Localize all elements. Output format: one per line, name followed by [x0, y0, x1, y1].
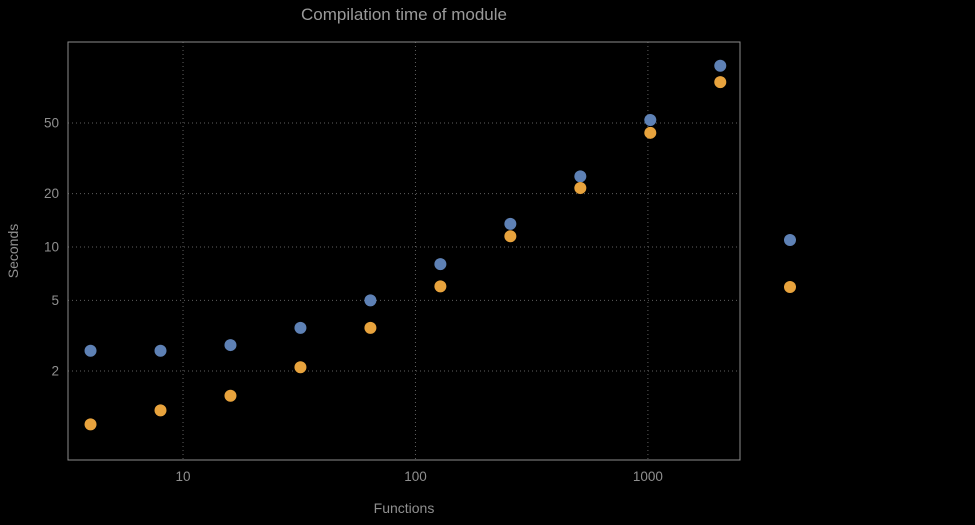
- y-tick-label: 2: [51, 363, 59, 378]
- chart-title: Compilation time of module: [301, 5, 507, 24]
- y-tick-label: 20: [44, 186, 59, 201]
- data-point: [84, 344, 97, 357]
- data-point: [154, 404, 167, 417]
- data-point: [364, 294, 377, 307]
- data-point: [504, 230, 517, 243]
- data-point: [574, 170, 587, 183]
- data-point: [84, 418, 97, 431]
- data-point: [574, 181, 587, 194]
- data-point: [434, 258, 447, 271]
- plot-frame: [67, 41, 741, 461]
- data-point: [294, 321, 307, 334]
- data-point: [434, 280, 447, 293]
- data-point: [714, 59, 727, 72]
- x-tick-label: 10: [176, 469, 191, 484]
- data-point: [644, 126, 657, 139]
- y-tick-label: 5: [51, 293, 59, 308]
- x-tick-label: 100: [404, 469, 427, 484]
- data-point: [154, 344, 167, 357]
- x-axis-label: Functions: [373, 500, 435, 516]
- data-point: [224, 389, 237, 402]
- data-point: [714, 76, 727, 89]
- legend-marker: [784, 234, 796, 246]
- x-tick-label: 1000: [633, 469, 663, 484]
- y-tick-label: 10: [44, 239, 59, 254]
- data-point: [224, 339, 237, 352]
- data-point: [294, 361, 307, 374]
- data-point: [364, 321, 377, 334]
- data-point: [504, 217, 517, 230]
- legend-marker: [784, 281, 796, 293]
- y-tick-label: 50: [44, 115, 59, 130]
- data-point: [644, 113, 657, 126]
